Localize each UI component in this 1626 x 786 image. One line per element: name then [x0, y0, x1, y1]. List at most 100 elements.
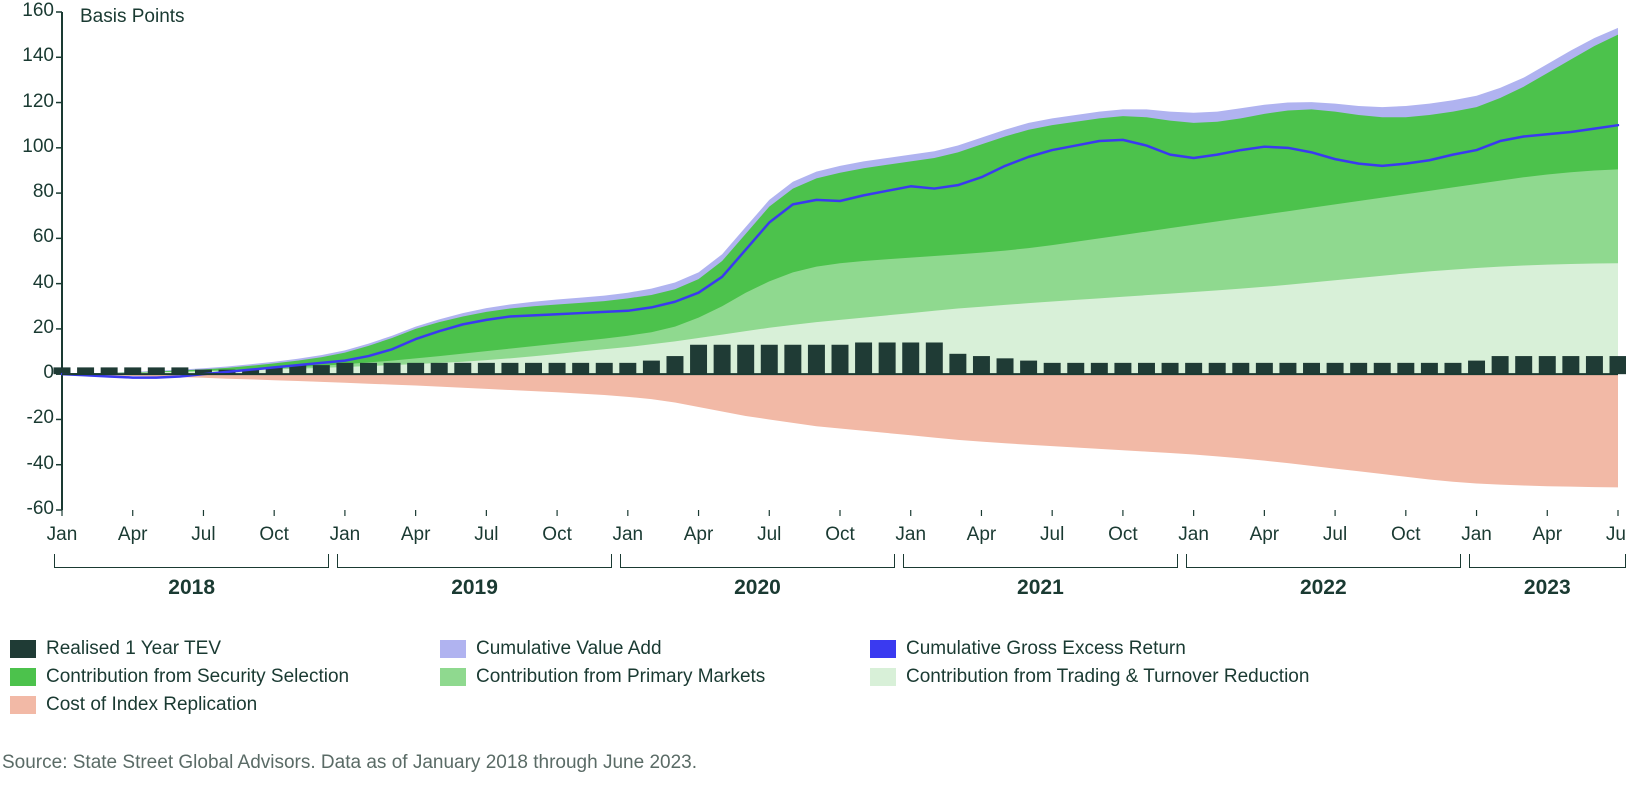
y-tick-label: -60	[4, 498, 54, 520]
bar-tev	[1091, 363, 1108, 374]
x-tick-label: Apr	[684, 524, 714, 546]
x-tick-label: Apr	[118, 524, 148, 546]
legend-item: Contribution from Trading & Turnover Red…	[870, 666, 1570, 688]
legend-swatch	[10, 668, 36, 686]
y-tick-label: -40	[4, 453, 54, 475]
legend-label: Contribution from Trading & Turnover Red…	[906, 666, 1309, 688]
bar-tev	[1256, 363, 1273, 374]
bar-tev	[855, 342, 872, 374]
y-tick-label: 20	[4, 317, 54, 339]
legend-swatch	[10, 640, 36, 658]
y-tick-label: 80	[4, 181, 54, 203]
y-tick-label: -20	[4, 407, 54, 429]
bar-tev	[1539, 356, 1556, 374]
x-tick-label: Jan	[895, 524, 926, 546]
year-bracket	[903, 554, 1178, 568]
year-bracket	[54, 554, 329, 568]
legend-swatch	[10, 696, 36, 714]
bar-tev	[761, 345, 778, 374]
legend-label: Contribution from Security Selection	[46, 666, 349, 688]
year-bracket	[337, 554, 612, 568]
x-tick-label: Apr	[401, 524, 431, 546]
x-tick-label: Jul	[191, 524, 215, 546]
chart-svg	[0, 0, 1626, 560]
legend-label: Cost of Index Replication	[46, 694, 257, 716]
legend-item: Contribution from Primary Markets	[440, 666, 870, 688]
bar-tev	[832, 345, 849, 374]
bar-tev	[1114, 363, 1131, 374]
bar-tev	[1232, 363, 1249, 374]
bar-tev	[384, 363, 401, 374]
legend-label: Cumulative Value Add	[476, 638, 662, 660]
bar-tev	[478, 363, 495, 374]
bar-tev	[1209, 363, 1226, 374]
x-tick-label: Jul	[1323, 524, 1347, 546]
bar-tev	[525, 363, 542, 374]
year-bracket	[1186, 554, 1461, 568]
year-bracket	[1469, 554, 1626, 568]
bar-tev	[101, 367, 118, 374]
year-label: 2020	[734, 576, 781, 600]
bar-tev	[407, 363, 424, 374]
year-bracket	[620, 554, 895, 568]
bar-tev	[454, 363, 471, 374]
bar-tev	[1020, 361, 1037, 375]
bar-tev	[148, 367, 165, 374]
y-tick-label: 120	[4, 91, 54, 113]
bar-tev	[643, 361, 660, 375]
bar-tev	[902, 342, 919, 374]
year-label: 2022	[1300, 576, 1347, 600]
year-label: 2021	[1017, 576, 1064, 600]
bar-tev	[926, 342, 943, 374]
bar-tev	[124, 367, 141, 374]
bar-tev	[690, 345, 707, 374]
legend-item: Contribution from Security Selection	[10, 666, 440, 688]
bar-tev	[808, 345, 825, 374]
x-tick-label: Jul	[757, 524, 781, 546]
bar-tev	[619, 363, 636, 374]
bar-tev	[336, 363, 353, 374]
bar-tev	[1185, 363, 1202, 374]
x-tick-label: Apr	[1532, 524, 1562, 546]
bar-tev	[973, 356, 990, 374]
legend-label: Contribution from Primary Markets	[476, 666, 765, 688]
legend-label: Realised 1 Year TEV	[46, 638, 221, 660]
y-tick-label: 140	[4, 45, 54, 67]
x-tick-label: Oct	[1108, 524, 1138, 546]
x-tick-label: Oct	[825, 524, 855, 546]
bar-tev	[1044, 363, 1061, 374]
bar-tev	[666, 356, 683, 374]
y-tick-label: 100	[4, 136, 54, 158]
y-tick-label: 40	[4, 272, 54, 294]
bar-tev	[1374, 363, 1391, 374]
bar-tev	[784, 345, 801, 374]
x-tick-label: Jul	[1606, 524, 1626, 546]
x-tick-label: Jan	[612, 524, 643, 546]
bar-tev	[431, 363, 448, 374]
bar-tev	[1562, 356, 1579, 374]
bar-tev	[549, 363, 566, 374]
bar-tev	[997, 358, 1014, 374]
x-tick-label: Oct	[1391, 524, 1421, 546]
bar-tev	[1303, 363, 1320, 374]
legend-label: Cumulative Gross Excess Return	[906, 638, 1186, 660]
legend-swatch	[870, 668, 896, 686]
bar-tev	[1515, 356, 1532, 374]
bar-tev	[596, 363, 613, 374]
x-tick-label: Apr	[1250, 524, 1280, 546]
legend-item: Cost of Index Replication	[10, 694, 440, 716]
bar-tev	[1162, 363, 1179, 374]
bar-tev	[1397, 363, 1414, 374]
bar-tev	[501, 363, 518, 374]
bar-tev	[879, 342, 896, 374]
x-tick-label: Jan	[330, 524, 361, 546]
bar-tev	[737, 345, 754, 374]
y-axis-title: Basis Points	[80, 6, 185, 28]
legend-swatch	[440, 668, 466, 686]
bar-tev	[77, 367, 94, 374]
area-cost-replication	[62, 374, 1618, 487]
y-tick-label: 60	[4, 226, 54, 248]
x-tick-label: Jan	[1461, 524, 1492, 546]
bar-tev	[1610, 356, 1626, 374]
x-tick-label: Apr	[967, 524, 997, 546]
